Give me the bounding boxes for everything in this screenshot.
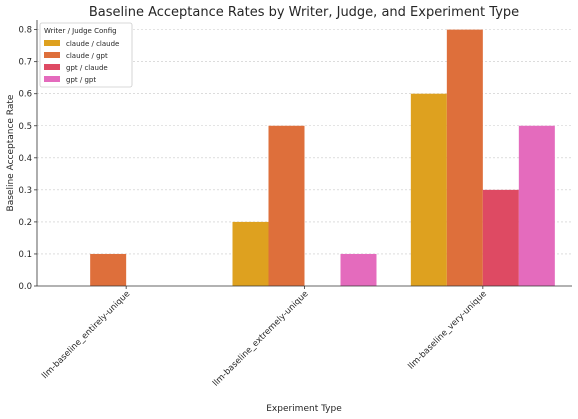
bar	[90, 253, 127, 286]
bar	[518, 125, 555, 286]
y-axis-label: Baseline Acceptance Rate	[6, 94, 16, 211]
y-tick-label: 0.1	[18, 250, 32, 260]
legend-swatch	[44, 76, 60, 82]
y-tick-label: 0.3	[18, 186, 32, 196]
y-tick-label: 0.6	[18, 90, 32, 100]
bar	[446, 29, 483, 286]
x-tick-label: llm-baseline_very-unique	[406, 289, 489, 372]
legend-swatch	[44, 64, 60, 70]
legend-label: gpt / claude	[66, 64, 108, 72]
legend-label: claude / claude	[66, 40, 119, 48]
legend-frame	[39, 22, 133, 88]
y-tick-label: 0.5	[18, 122, 32, 132]
x-tick-label: llm-baseline_extremely-unique	[211, 289, 311, 389]
y-tick-label: 0.7	[18, 58, 32, 68]
x-tick-label: llm-baseline_entirely-unique	[40, 289, 132, 381]
y-tick-label: 0.0	[18, 282, 32, 292]
legend-label: claude / gpt	[66, 52, 108, 60]
legend-items: claude / claude claude / gpt gpt / claude g…	[44, 40, 119, 84]
y-tick-label: 0.4	[18, 154, 32, 164]
y-tick-label: 0.2	[18, 218, 32, 228]
bar	[410, 93, 447, 286]
x-axis-label: Experiment Type	[266, 404, 342, 414]
legend-swatch	[44, 40, 60, 46]
y-tick-label: 0.8	[18, 26, 32, 36]
bar	[232, 221, 269, 286]
bar	[340, 253, 377, 286]
bar	[268, 125, 305, 286]
bar	[482, 189, 519, 286]
legend-title: Writer / Judge Config	[44, 27, 117, 35]
legend-label: gpt / gpt	[66, 76, 96, 84]
legend-swatch	[44, 52, 60, 58]
x-ticks: llm-baseline_entirely-unique llm-baseline…	[40, 286, 489, 389]
bars	[90, 29, 555, 286]
y-ticks: 0.0 0.1 0.2 0.3 0.4 0.5 0.6 0.7 0.8	[18, 26, 37, 292]
legend: Writer / Judge Config claude / claudecla…	[39, 22, 133, 88]
chart-title: Baseline Acceptance Rates by Writer, Jud…	[89, 5, 519, 20]
